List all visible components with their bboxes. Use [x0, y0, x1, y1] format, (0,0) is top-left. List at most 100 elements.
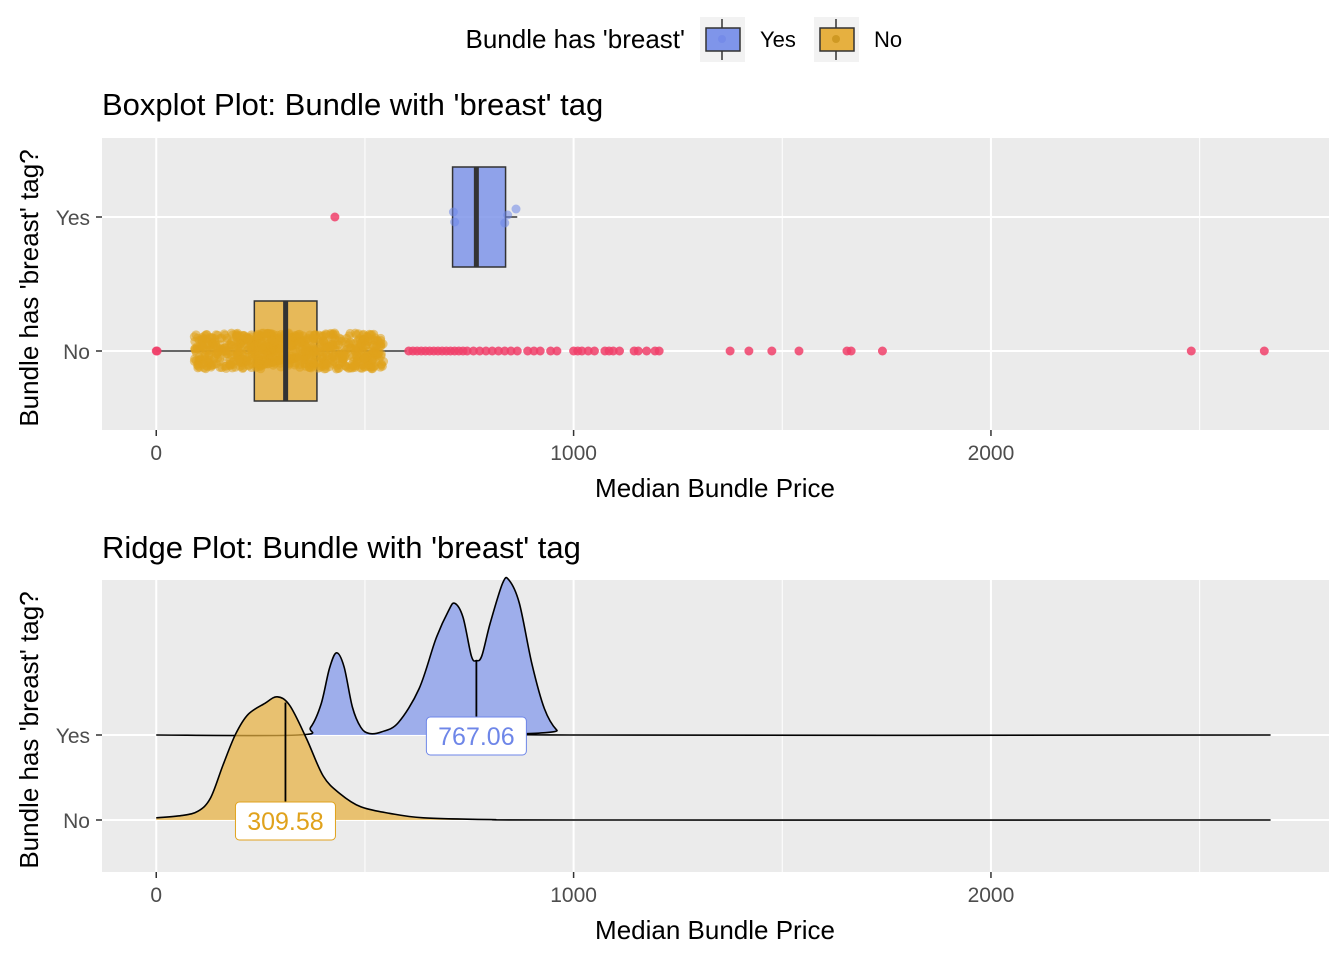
boxplot-y-axis-label: Bundle has 'breast' tag?	[14, 149, 44, 426]
x-tick-label: 1000	[550, 884, 597, 907]
outlier-point-no	[744, 346, 754, 356]
legend-key-yes	[700, 17, 745, 62]
jitter-point-yes	[511, 204, 521, 214]
ridge-line-yes	[156, 576, 1271, 737]
outlier-point-no	[529, 346, 539, 356]
jitter-point-no	[331, 364, 341, 374]
jitter-point-no	[345, 337, 355, 347]
ridge-y-axis-label: Bundle has 'breast' tag?	[14, 591, 44, 868]
outlier-point-no	[654, 346, 664, 356]
jitter-point-no	[376, 339, 386, 349]
legend-label-yes: Yes	[760, 27, 796, 52]
outlier-point-no	[493, 346, 503, 356]
outlier-point-no	[481, 346, 491, 356]
median-label-yes: 767.06	[425, 716, 527, 756]
outlier-point-no	[552, 346, 562, 356]
jitter-point-no	[221, 346, 231, 356]
jitter-point-no	[250, 340, 260, 350]
outlier-point-no	[583, 346, 593, 356]
jitter-point-no	[244, 360, 254, 370]
jitter-point-no	[258, 328, 268, 338]
jitter-point-no	[293, 330, 303, 340]
jitter-point-no	[199, 351, 209, 361]
median-label-text: 309.58	[247, 808, 323, 836]
outlier-point-no	[475, 346, 485, 356]
ridge-line-no	[156, 695, 1271, 821]
median-label-text: 767.06	[438, 723, 514, 751]
jitter-point-no	[275, 344, 285, 354]
jitter-point-no	[299, 354, 309, 364]
outlier-point-no	[512, 346, 522, 356]
jitter-point-no	[295, 362, 305, 372]
ridge-x-axis-label: Median Bundle Price	[595, 915, 835, 945]
outlier-point-no	[767, 346, 777, 356]
outlier-point-no	[506, 346, 516, 356]
jitter-point-no	[300, 345, 310, 355]
jitter-point-no	[217, 333, 227, 343]
jitter-point-no	[241, 333, 251, 343]
outlier-point-no	[725, 346, 735, 356]
jitter-point-no	[319, 331, 329, 341]
jitter-point-no	[369, 341, 379, 351]
jitter-point-no	[340, 351, 350, 361]
jitter-point-no	[329, 352, 339, 362]
jitter-point-no	[267, 344, 277, 354]
ridge-area-yes	[156, 577, 1271, 736]
x-tick-label: 2000	[968, 442, 1015, 465]
ridge-panel: Ridge Plot: Bundle with 'breast' tag 767…	[14, 530, 1329, 945]
median-label-box	[234, 801, 336, 841]
outlier-point-yes	[330, 212, 340, 222]
median-label-no: 309.58	[234, 801, 336, 841]
outlier-point-no	[152, 346, 162, 356]
boxplot-x-axis-label: Median Bundle Price	[595, 473, 835, 503]
x-tick-label: 0	[150, 884, 162, 907]
jitter-point-no	[226, 360, 236, 370]
box-yes	[451, 166, 507, 268]
jitter-point-no	[257, 342, 267, 352]
y-tick-label: No	[63, 810, 90, 833]
jitter-point-no	[197, 341, 207, 351]
jitter-point-no	[274, 355, 284, 365]
jitter-point-no	[233, 356, 243, 366]
x-tick-label: 0	[150, 442, 162, 465]
legend: Bundle has 'breast' Yes No	[465, 17, 902, 62]
outlier-point-no	[577, 346, 587, 356]
ridge-axes: 0 1000 2000 Yes No	[56, 725, 1015, 907]
outlier-point-no	[535, 346, 545, 356]
jitter-point-no	[373, 350, 383, 360]
outlier-point-no	[589, 346, 599, 356]
jitter-point-no	[310, 330, 320, 340]
outlier-point-no	[487, 346, 497, 356]
outlier-point-no	[500, 346, 510, 356]
jitter-point-no	[304, 362, 314, 372]
jitter-point-no	[361, 341, 371, 351]
outlier-point-no	[633, 346, 643, 356]
outlier-point-no	[877, 346, 887, 356]
y-tick-label: Yes	[56, 725, 90, 748]
jitter-point-no	[350, 343, 360, 353]
jitter-point-no	[379, 357, 389, 367]
jitter-point-no	[211, 340, 221, 350]
x-tick-label: 1000	[550, 442, 597, 465]
boxplot-marks	[151, 166, 1269, 402]
outlier-point-no	[523, 346, 533, 356]
jitter-point-no	[212, 349, 222, 359]
boxplot-title: Boxplot Plot: Bundle with 'breast' tag	[102, 87, 603, 122]
jitter-point-no	[262, 359, 272, 369]
outlier-point-no	[462, 346, 472, 356]
jitter-point-no	[295, 337, 305, 347]
jitter-point-no	[242, 344, 252, 354]
boxplot-panel: Boxplot Plot: Bundle with 'breast' tag 0…	[14, 87, 1329, 503]
y-tick-label: No	[63, 341, 90, 364]
ridge-title: Ridge Plot: Bundle with 'breast' tag	[102, 530, 581, 565]
jitter-point-no	[204, 341, 214, 351]
jitter-point-yes	[448, 207, 458, 217]
outlier-point-no	[846, 346, 856, 356]
jitter-point-no	[266, 335, 276, 345]
jitter-point-no	[353, 329, 363, 339]
jitter-point-no	[193, 361, 203, 371]
jitter-point-no	[314, 361, 324, 371]
ridge-marks: 767.06 309.58	[156, 576, 1271, 841]
outlier-point-no	[1186, 346, 1196, 356]
